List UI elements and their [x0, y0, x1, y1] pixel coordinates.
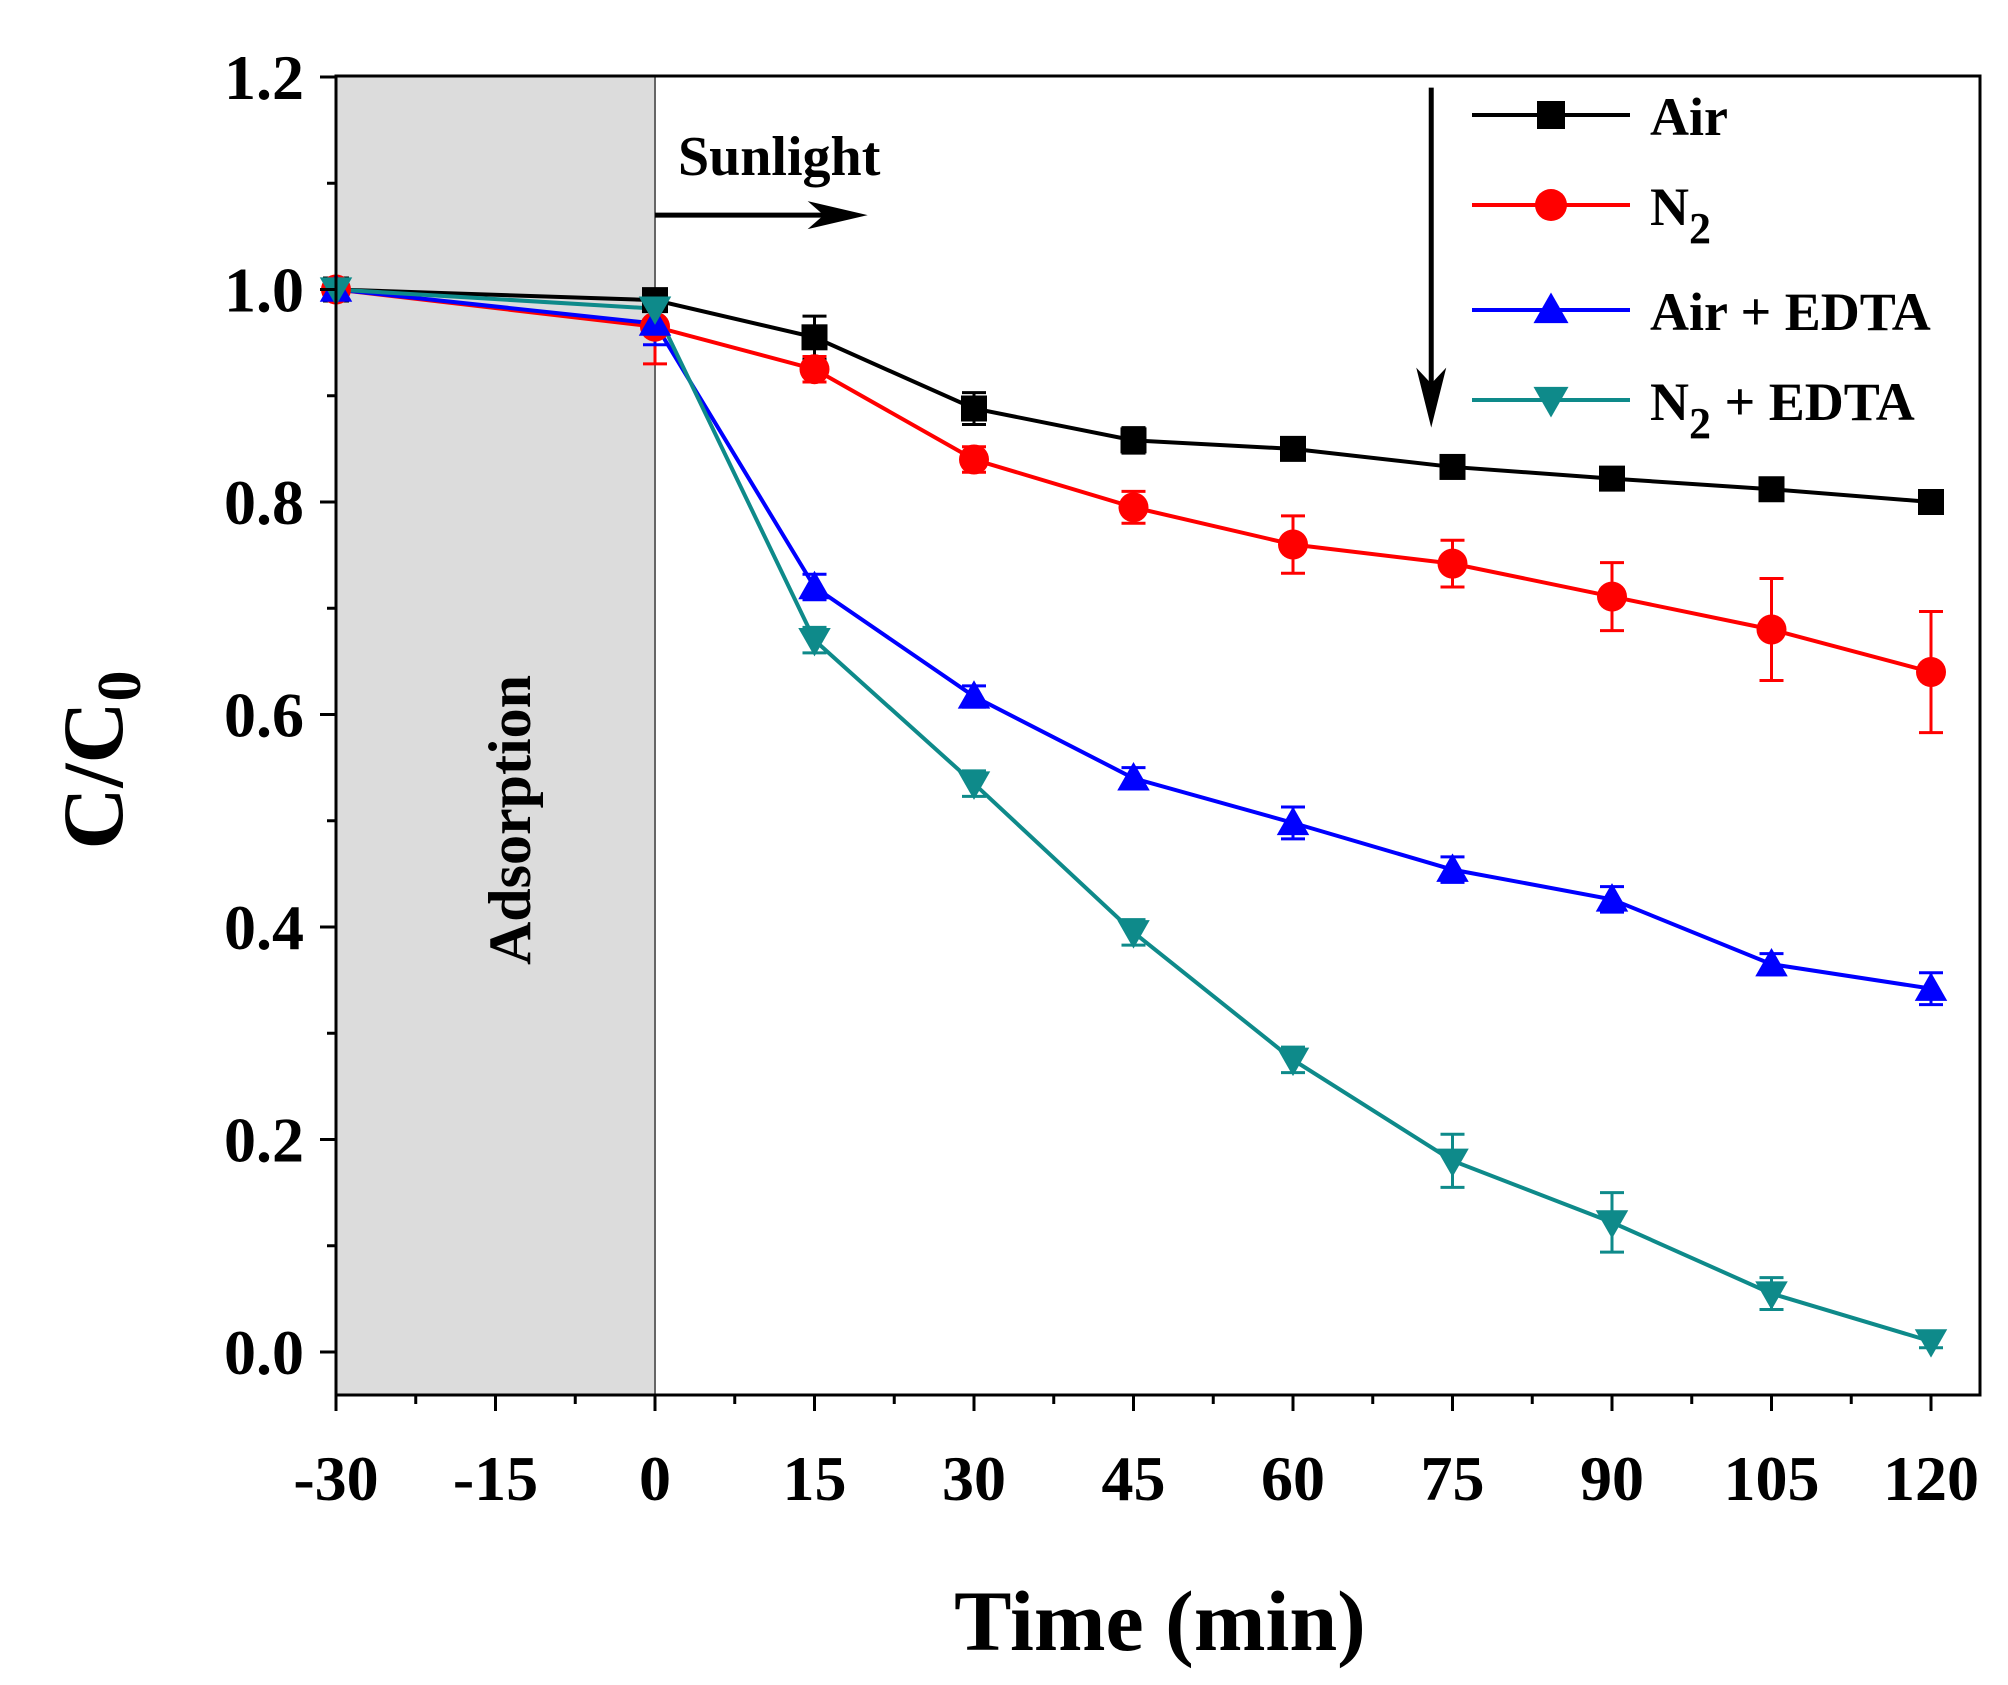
x-tick-label: 30 [942, 1443, 1006, 1514]
legend-label-sub: 2 [1689, 399, 1711, 448]
data-point [959, 444, 989, 475]
legend-marker [1533, 292, 1569, 324]
y-tick-label: 1.2 [224, 42, 304, 113]
y-axis-title: C/C0 [45, 670, 154, 849]
down-arrow-head [1416, 367, 1447, 428]
legend-label: N2 [1650, 177, 1711, 253]
data-point [1914, 1329, 1948, 1358]
data-point [1597, 581, 1627, 612]
data-point [1755, 947, 1788, 977]
data-point [1118, 492, 1149, 523]
data-point [1436, 1148, 1469, 1177]
sunlight-arrow-icon [655, 201, 868, 230]
x-tick-label: 75 [1421, 1443, 1485, 1514]
legend-item: N2 + EDTA [1472, 372, 1915, 448]
y-tick-label: 0.6 [224, 680, 304, 751]
down-arrow-icon [1416, 87, 1447, 428]
legend-label-main: Air + EDTA [1650, 282, 1931, 342]
data-point [1916, 657, 1946, 687]
series-line [335, 287, 1932, 991]
legend-label: Air + EDTA [1650, 282, 1931, 342]
legend-label: N2 + EDTA [1650, 372, 1915, 448]
plot-frame [334, 74, 1982, 1397]
data-point [1439, 453, 1466, 480]
legend-item: Air + EDTA [1472, 282, 1931, 342]
legend-label-suffix: + EDTA [1711, 372, 1915, 432]
x-axis-title: Time (min) [954, 1573, 1366, 1669]
data-point [799, 354, 830, 385]
data-point [1280, 435, 1306, 462]
data-point [957, 771, 991, 800]
series-line [335, 287, 1932, 504]
legend-label-main: N [1650, 177, 1689, 237]
data-point [801, 324, 828, 351]
x-tick-label: 45 [1102, 1443, 1166, 1514]
data-point [957, 680, 991, 709]
y-tick-label: 0.0 [224, 1317, 304, 1388]
legend-label-sub: 2 [1689, 204, 1711, 253]
legend-label: Air [1650, 87, 1728, 147]
data-point [1914, 972, 1948, 1001]
x-tick-label: 105 [1724, 1443, 1820, 1514]
data-point [638, 296, 672, 325]
data-point [1276, 806, 1310, 836]
y-tick-label: 1.0 [224, 255, 304, 326]
legend-item: N2 [1472, 177, 1711, 253]
data-point [1758, 476, 1785, 503]
data-point [1756, 614, 1787, 645]
data-point [1278, 529, 1308, 560]
legend-item: Air [1472, 87, 1728, 147]
data-point [961, 395, 987, 422]
data-point [1599, 465, 1625, 492]
data-point [798, 627, 831, 657]
data-point [1117, 920, 1150, 949]
data-point [1117, 762, 1150, 791]
x-tick-label: 0 [639, 1443, 671, 1514]
x-tick-label: -30 [293, 1443, 378, 1514]
y-axis-title-sub: 0 [86, 670, 154, 701]
legend-marker [1533, 386, 1569, 418]
sunlight-label: Sunlight [678, 126, 881, 188]
plot-area: -30 -15 0 15 30 45 60 75 90 105 120 0.00.20.40.60.… [224, 42, 1982, 1514]
data-point [798, 570, 831, 600]
y-tick-label: 0.4 [224, 892, 304, 963]
series-markers [319, 273, 1948, 1358]
data-point [1595, 883, 1629, 912]
data-point [1276, 1047, 1310, 1077]
x-tick-label: 120 [1883, 1443, 1979, 1514]
legend-marker [1535, 189, 1567, 221]
data-point [1436, 853, 1469, 882]
x-tick-label: -15 [453, 1443, 538, 1514]
legend-label-main: Air [1650, 87, 1728, 147]
x-tick-label: 60 [1261, 1443, 1325, 1514]
series-line [335, 287, 1932, 674]
x-tick-label: 15 [783, 1443, 847, 1514]
y-tick-label: 0.8 [224, 467, 304, 538]
legend-label-main: N [1650, 372, 1689, 432]
data-point [1755, 1281, 1788, 1310]
series-lines [335, 287, 1932, 1344]
series-line [335, 287, 1932, 1344]
adsorption-label: Adsorption [477, 675, 543, 965]
data-point [1918, 489, 1944, 515]
sunlight-arrow-head [807, 201, 868, 230]
y-axis-title-main: C/C [45, 701, 141, 849]
data-point [1595, 1210, 1629, 1239]
x-axis-ticks: -30 -15 0 15 30 45 60 75 90 105 120 [293, 1395, 1979, 1514]
x-tick-label: 90 [1580, 1443, 1644, 1514]
data-point [1120, 427, 1147, 454]
y-axis-ticks: 0.0 0.2 0.4 0.6 0.8 1.0 1.2 [224, 42, 336, 1388]
data-point [1437, 548, 1468, 579]
legend-marker [1537, 101, 1565, 129]
y-tick-label: 0.2 [224, 1105, 304, 1176]
